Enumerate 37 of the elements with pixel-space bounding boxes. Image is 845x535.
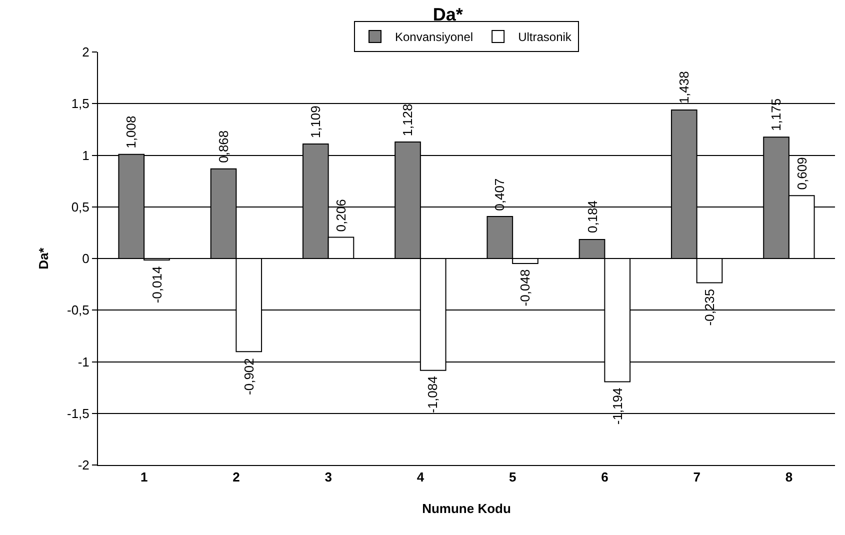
y-tick-label: 2 bbox=[82, 44, 90, 60]
x-tick-label: 8 bbox=[785, 470, 793, 485]
data-label: 1,109 bbox=[308, 106, 324, 138]
data-label: -0,014 bbox=[149, 266, 164, 304]
y-tick-label: 1,5 bbox=[71, 96, 90, 112]
data-label: -0,902 bbox=[242, 358, 257, 395]
legend-label: Konvansiyonel bbox=[395, 30, 474, 44]
chart-title: Da* bbox=[432, 4, 463, 25]
data-label: 0,609 bbox=[794, 157, 810, 190]
y-tick-label: -0,5 bbox=[66, 302, 90, 318]
x-tick-label: 1 bbox=[140, 470, 148, 485]
x-tick-label: 5 bbox=[508, 470, 516, 485]
data-label: -0,235 bbox=[702, 288, 718, 326]
data-label: 0,868 bbox=[216, 130, 232, 163]
y-tick-label: 0,5 bbox=[71, 199, 90, 214]
x-tick-label: 4 bbox=[416, 470, 425, 485]
data-label: 0,206 bbox=[333, 199, 348, 232]
data-label: 0,184 bbox=[585, 200, 600, 234]
data-label: -1,084 bbox=[425, 376, 440, 414]
x-tick-label: 3 bbox=[324, 470, 332, 485]
data-label: -0,048 bbox=[517, 269, 532, 306]
y-tick-label: 1 bbox=[82, 148, 90, 163]
y-tick-label: -1 bbox=[78, 354, 90, 370]
data-label: -1,194 bbox=[610, 388, 626, 425]
x-tick-label: 7 bbox=[693, 470, 700, 485]
y-tick-label: -1,5 bbox=[66, 406, 90, 421]
y-tick-label: -2 bbox=[78, 458, 90, 473]
data-label: 1,128 bbox=[400, 104, 416, 136]
x-tick-label: 2 bbox=[232, 470, 240, 485]
data-label: 1,008 bbox=[123, 116, 138, 148]
data-label: 1,438 bbox=[676, 71, 692, 104]
data-label: 0,407 bbox=[492, 178, 507, 211]
y-axis-title: Da* bbox=[36, 246, 51, 270]
x-tick-label: 6 bbox=[601, 470, 608, 485]
y-tick-label: 0 bbox=[82, 251, 90, 266]
legend-label: Ultrasonik bbox=[518, 30, 572, 44]
x-axis-title: Numune Kodu bbox=[422, 501, 511, 516]
